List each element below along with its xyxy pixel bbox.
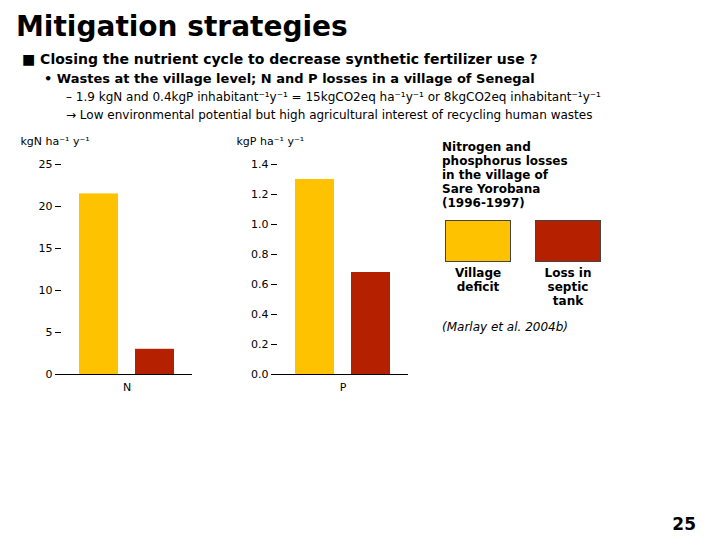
- svg-text:0.0: 0.0: [251, 368, 269, 381]
- html-text:25: 25: [672, 514, 696, 534]
- svg-text:P: P: [340, 381, 347, 394]
- svg-text:15: 15: [39, 242, 53, 255]
- html-text:• Wastes at the village level;: • Wastes at the village level; N and P l…: [44, 71, 535, 86]
- svg-text:kgN ha⁻¹ y⁻¹: kgN ha⁻¹ y⁻¹: [21, 135, 90, 148]
- svg-text:10: 10: [39, 284, 53, 297]
- html-text:Village deficit: Village deficit: [454, 266, 502, 294]
- svg-text:0.2: 0.2: [251, 338, 269, 351]
- svg-text:0: 0: [46, 368, 53, 381]
- svg-text:N: N: [123, 381, 131, 394]
- svg-text:kgP ha⁻¹ y⁻¹: kgP ha⁻¹ y⁻¹: [237, 135, 305, 148]
- html-text:Loss in septic tank: Loss in septic tank: [544, 266, 592, 308]
- html-text:– 1.9 kgN and 0.4kgP inhabitan: – 1.9 kgN and 0.4kgP inhabitant⁻¹y⁻¹ = 1…: [66, 90, 601, 104]
- svg-text:1.0: 1.0: [251, 218, 269, 231]
- html-text:Mitigation strategies: Mitigation strategies: [16, 10, 348, 43]
- html-text:(Marlay et al. 2004b): (Marlay et al. 2004b): [442, 320, 568, 334]
- svg-text:0.8: 0.8: [251, 248, 269, 261]
- svg-text:0.6: 0.6: [251, 278, 269, 291]
- svg-text:25: 25: [39, 158, 53, 171]
- svg-text:1.4: 1.4: [251, 158, 269, 171]
- svg-text:1.2: 1.2: [251, 188, 269, 201]
- svg-text:20: 20: [39, 200, 53, 213]
- html-text:■ Closing the nutrient cycle t: ■ Closing the nutrient cycle to decrease…: [22, 51, 538, 67]
- svg-text:5: 5: [46, 326, 53, 339]
- svg-text:0.4: 0.4: [251, 308, 269, 321]
- html-text:→ Low environmental potential: → Low environmental potential but high a…: [66, 108, 593, 122]
- html-text:Nitrogen and phosphorus losses: Nitrogen and phosphorus losses in the vi…: [442, 140, 568, 210]
